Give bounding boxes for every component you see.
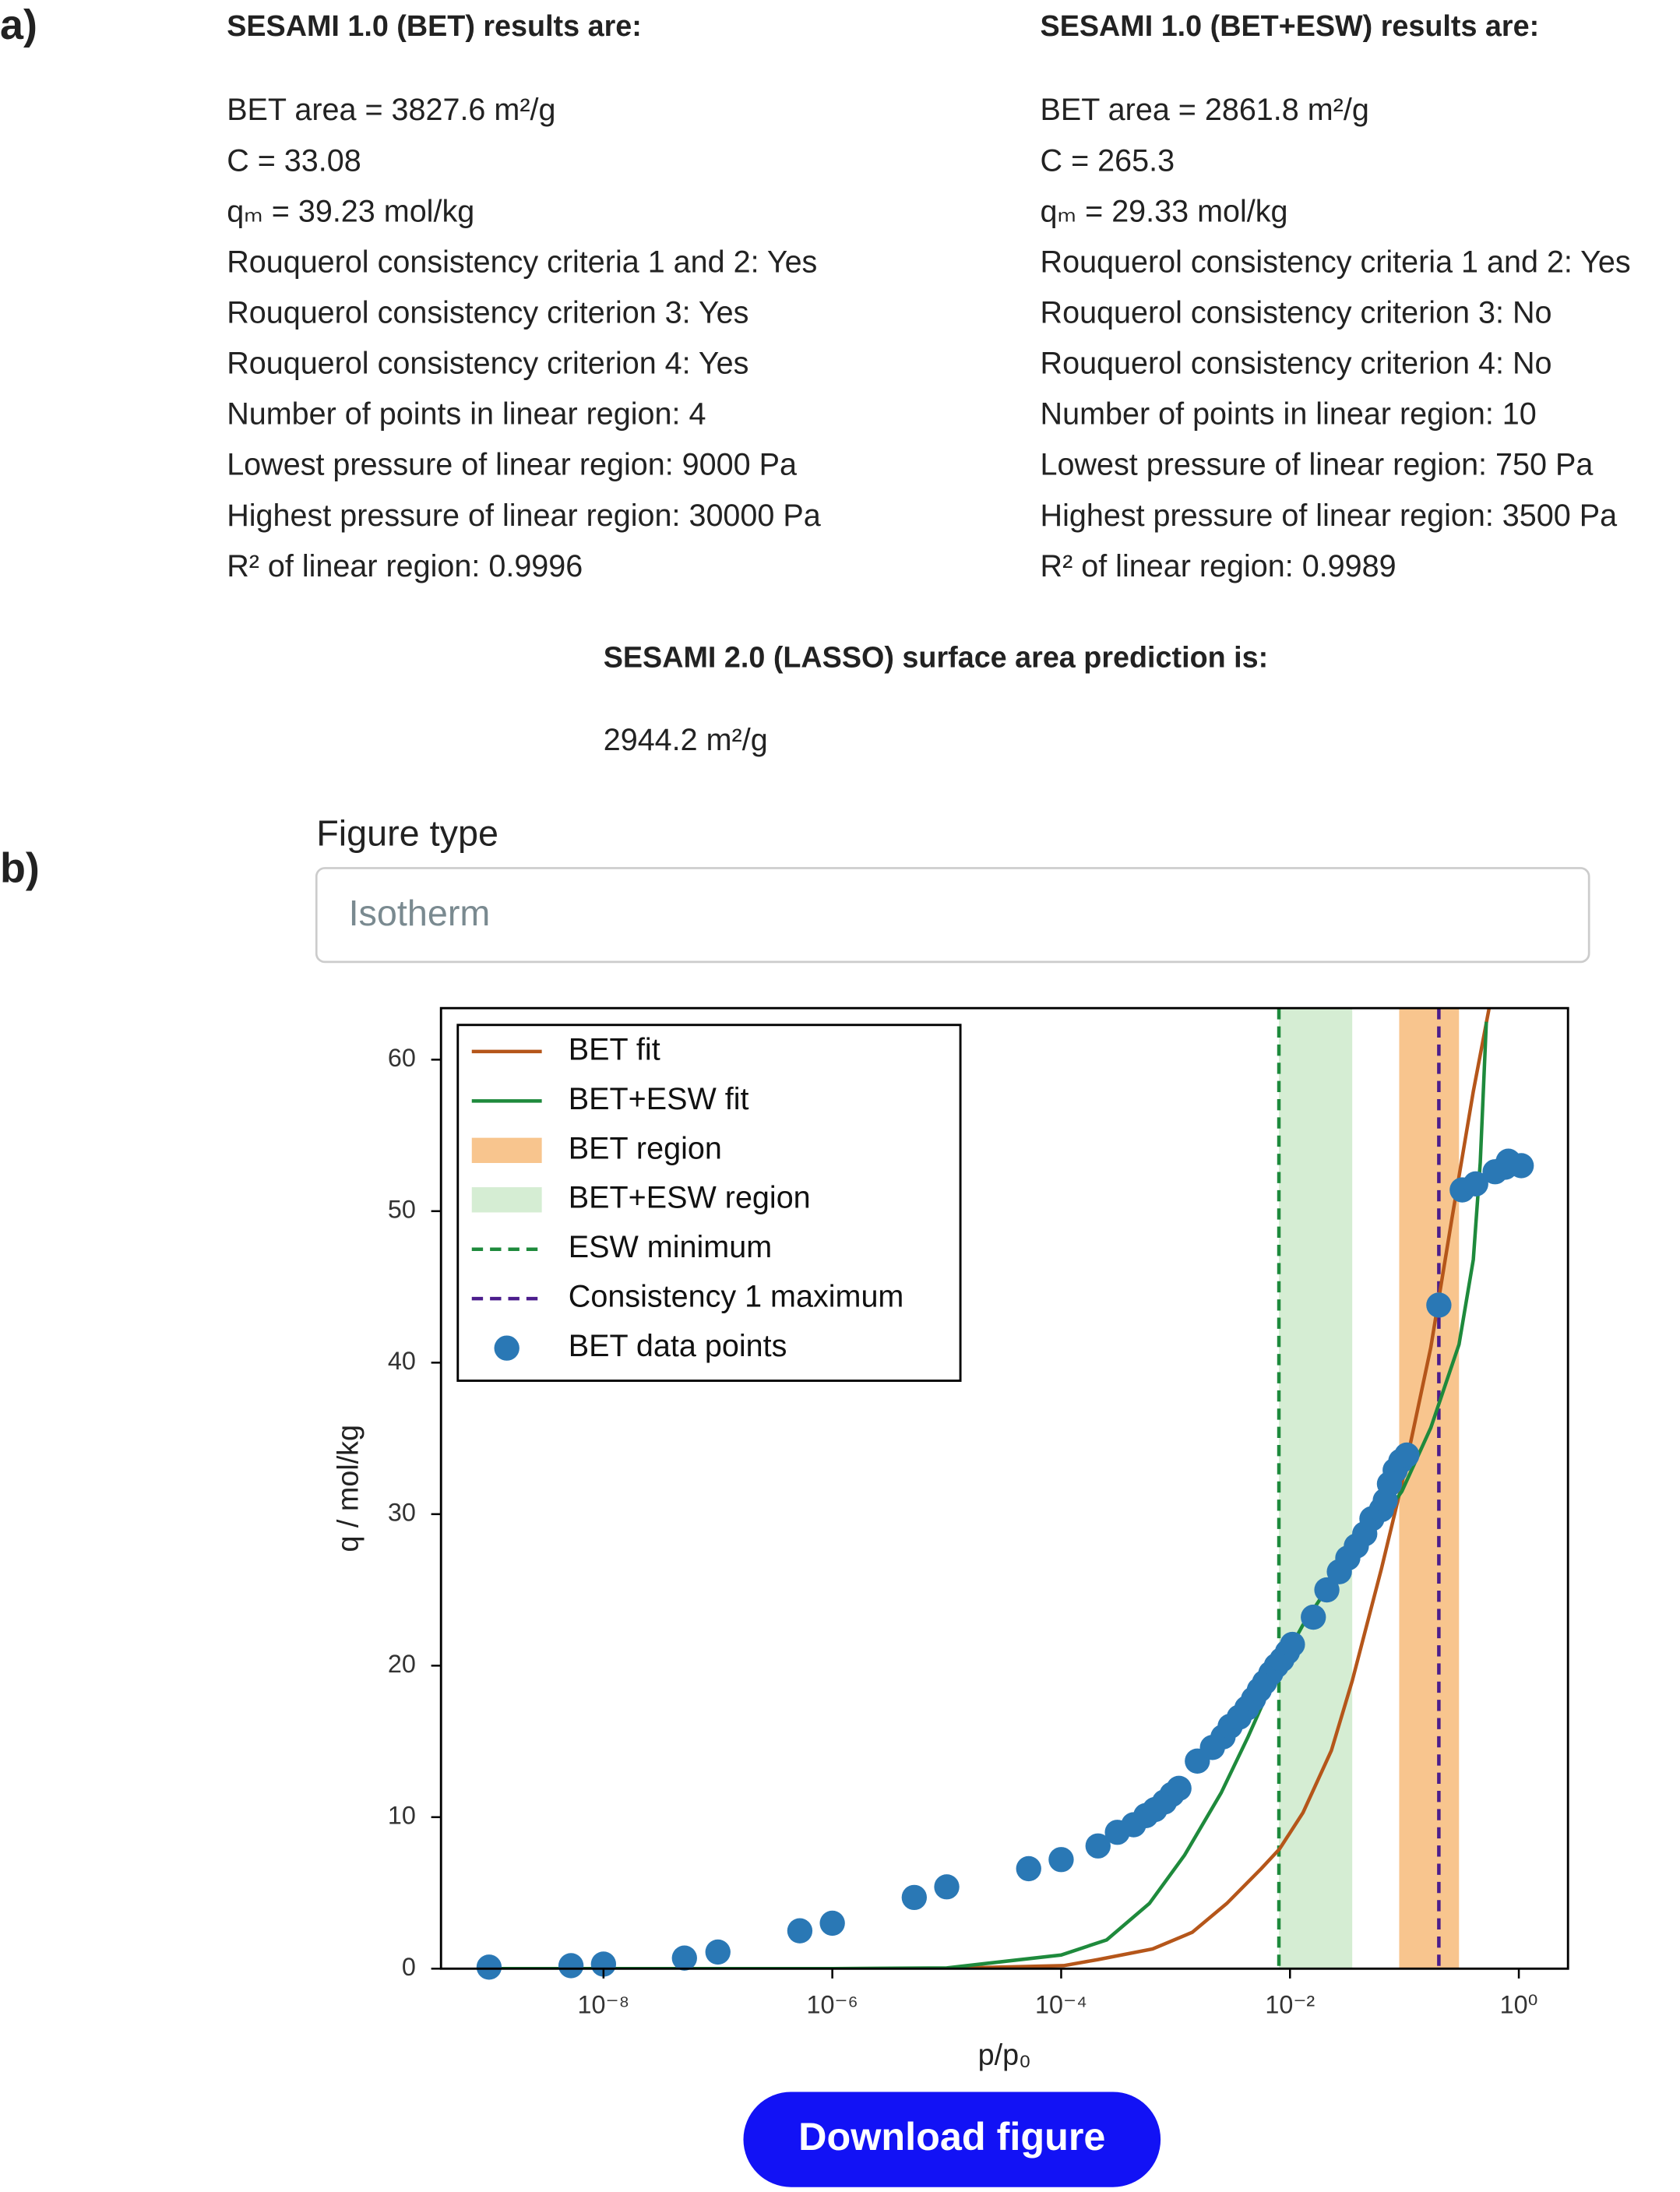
data-point xyxy=(671,1945,697,1971)
data-point xyxy=(934,1874,960,1900)
y-tick-label: 30 xyxy=(388,1498,416,1526)
result-line: Highest pressure of linear region: 3500 … xyxy=(1041,499,1618,533)
data-point xyxy=(590,1951,617,1977)
x-tick-label: 10⁻⁸ xyxy=(577,1990,629,2018)
y-tick-label: 0 xyxy=(402,1953,416,1981)
plot-frame xyxy=(439,1006,1569,1970)
legend-handle xyxy=(471,1137,542,1164)
result-line: qₘ = 39.23 mol/kg xyxy=(227,194,474,228)
x-tick-label: 10⁻⁴ xyxy=(1035,1990,1087,2018)
result-line: BET area = 2861.8 m²/g xyxy=(1041,93,1369,127)
data-point xyxy=(1509,1153,1534,1179)
y-tick-label: 10 xyxy=(388,1801,416,1829)
legend-handle xyxy=(494,1335,519,1361)
legend-label: ESW minimum xyxy=(569,1230,772,1264)
result-line: Rouquerol consistency criterion 4: No xyxy=(1041,347,1552,381)
y-tick-label: 40 xyxy=(388,1347,416,1375)
y-axis-label: q / mol/kg xyxy=(331,1425,364,1552)
x-axis-label: p/p₀ xyxy=(978,2038,1031,2070)
result-line: Rouquerol consistency criterion 4: Yes xyxy=(227,347,748,381)
data-point xyxy=(558,1953,584,1979)
result-line: R² of linear region: 0.9996 xyxy=(227,549,583,583)
legend-label: Consistency 1 maximum xyxy=(569,1280,904,1314)
legend-label: BET+ESW region xyxy=(569,1181,811,1215)
download-button-label[interactable]: Download figure xyxy=(798,2114,1105,2159)
result-line: Lowest pressure of linear region: 9000 P… xyxy=(227,448,797,482)
data-point xyxy=(1016,1855,1041,1882)
legend-label: BET+ESW fit xyxy=(569,1082,749,1116)
data-point xyxy=(1048,1847,1074,1873)
data-point xyxy=(705,1939,731,1965)
panel-label: b) xyxy=(0,844,40,891)
data-point xyxy=(787,1918,813,1944)
data-point xyxy=(1314,1577,1340,1603)
data-point xyxy=(1394,1442,1420,1468)
download-button[interactable] xyxy=(743,2092,1161,2187)
result-line: C = 33.08 xyxy=(227,143,361,178)
region xyxy=(1279,1008,1353,1969)
data-point xyxy=(1280,1631,1305,1658)
result-line: Number of points in linear region: 10 xyxy=(1041,397,1537,432)
x-tick-label: 10⁰ xyxy=(1500,1990,1538,2018)
panel-label: a) xyxy=(0,2,37,48)
data-point xyxy=(1301,1604,1326,1630)
select-box[interactable] xyxy=(315,867,1590,964)
result-line: Number of points in linear region: 4 xyxy=(227,397,706,432)
plot-area xyxy=(488,1008,1492,1969)
result-line: Rouquerol consistency criteria 1 and 2: … xyxy=(227,245,817,279)
result-line: Highest pressure of linear region: 30000… xyxy=(227,499,821,533)
y-tick-label: 20 xyxy=(388,1650,416,1678)
y-tick-label: 50 xyxy=(388,1195,416,1223)
result-line: Rouquerol consistency criterion 3: Yes xyxy=(227,296,748,330)
result-line: BET area = 3827.6 m²/g xyxy=(227,93,555,127)
data-point xyxy=(1085,1833,1111,1859)
select-value[interactable]: Isotherm xyxy=(349,893,491,933)
chart: 0 10 20 30 40 50 60 10⁻⁸ 10⁻⁶ 10⁻⁴ 10⁻² 10⁰ p/p₀ q / … xyxy=(331,1006,1569,2070)
result-line: Lowest pressure of linear region: 750 Pa xyxy=(1041,448,1594,482)
data-point xyxy=(1166,1775,1192,1802)
results-title: SESAMI 1.0 (BET+ESW) results are: xyxy=(1041,9,1540,42)
results: SESAMI 1.0 (BET) results are: BET area = … xyxy=(227,9,1630,583)
legend-label: BET region xyxy=(569,1131,722,1165)
result-line: C = 265.3 xyxy=(1041,143,1175,178)
y-tick-label: 60 xyxy=(388,1044,416,1072)
fit-line xyxy=(488,1008,1492,1969)
data-point xyxy=(476,1954,502,1980)
x-tick-label: 10⁻⁶ xyxy=(806,1990,858,2018)
legend-label: BET fit xyxy=(569,1032,660,1066)
legend-handle xyxy=(471,1187,542,1213)
result-line: Rouquerol consistency criterion 3: No xyxy=(1041,296,1552,330)
result-line: Rouquerol consistency criteria 1 and 2: … xyxy=(1041,245,1631,279)
lasso-value: 2944.2 m²/g xyxy=(604,723,768,757)
data-point xyxy=(901,1884,928,1911)
x-tick-label: 10⁻² xyxy=(1265,1990,1315,2018)
results-title: SESAMI 1.0 (BET) results are: xyxy=(227,9,642,42)
data-point xyxy=(1426,1292,1452,1318)
field-label: Figure type xyxy=(316,812,498,853)
data-point xyxy=(1463,1171,1488,1196)
region xyxy=(1399,1008,1460,1969)
legend-label: BET data points xyxy=(569,1329,787,1363)
lasso-title: SESAMI 2.0 (LASSO) surface area predicti… xyxy=(604,641,1268,674)
result-line: qₘ = 29.33 mol/kg xyxy=(1041,194,1288,228)
data-point xyxy=(819,1910,845,1937)
result-line: R² of linear region: 0.9989 xyxy=(1041,549,1396,583)
